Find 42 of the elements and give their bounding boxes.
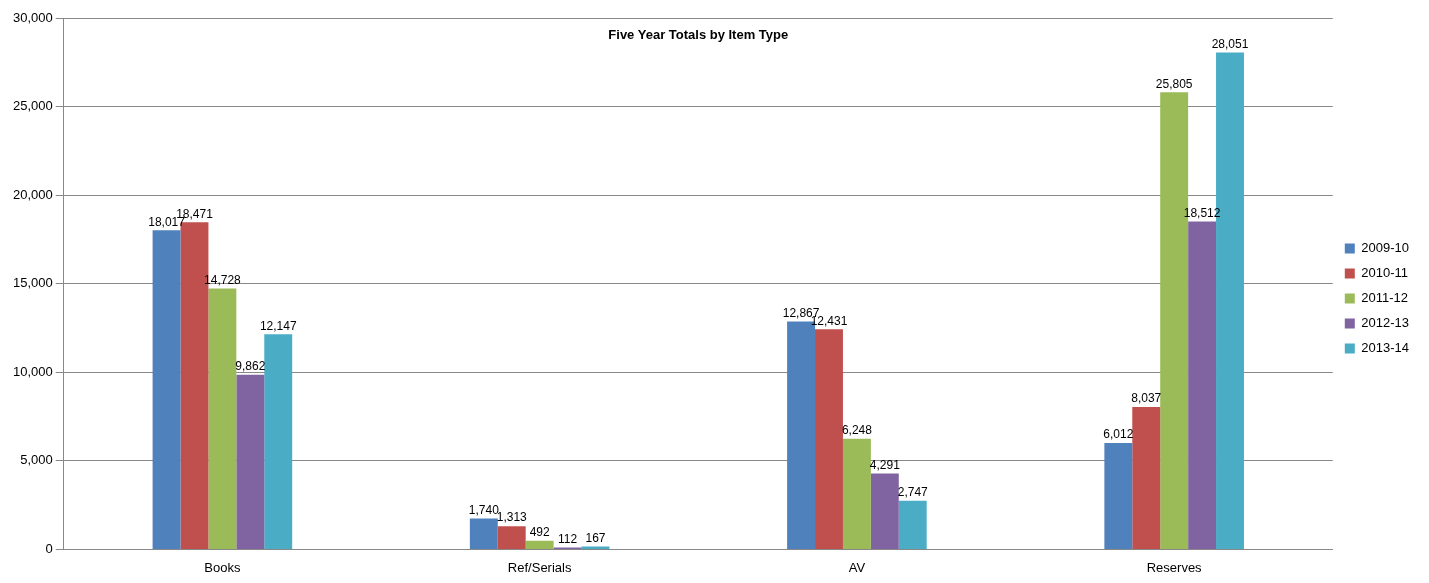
legend-label: 2012-13: [1361, 315, 1410, 331]
x-tick-label: AV: [848, 559, 866, 575]
data-label: 6,012: [1103, 427, 1134, 442]
bar: [469, 518, 498, 549]
legend-label: 2009-10: [1361, 240, 1410, 256]
text: Five Year Totals by Item Type: [608, 26, 789, 42]
y-tick-label: 5,000: [20, 452, 53, 468]
bar: [525, 540, 554, 549]
legend-label: 2010-11: [1361, 265, 1409, 281]
x-tick-label: Ref/Serials: [507, 559, 572, 575]
legend-label: 2011-12: [1361, 290, 1409, 306]
data-label: 25,805: [1155, 76, 1193, 91]
data-label: 492: [529, 525, 550, 539]
bar: [264, 334, 293, 549]
y-tick-label: 25,000: [13, 98, 53, 114]
y-tick-label: 0: [45, 540, 53, 556]
data-label: 8,037: [1131, 391, 1162, 406]
y-tick-label: 10,000: [13, 363, 53, 379]
x-tick-label: Books: [204, 559, 241, 575]
bar: [1104, 442, 1133, 549]
bar: [898, 500, 927, 549]
legend-label: 2013-14: [1361, 340, 1410, 356]
data-label: 9,862: [235, 359, 266, 374]
bar: [1188, 221, 1217, 549]
bar: [581, 546, 610, 549]
bar: [815, 329, 843, 549]
bar: [870, 473, 899, 549]
x-tick-label: Reserves: [1146, 559, 1203, 575]
y-tick-label: 30,000: [13, 9, 53, 25]
bar: [208, 288, 237, 549]
y-tick-label: 20,000: [13, 186, 53, 202]
bar: [842, 438, 871, 549]
data-label: 28,051: [1211, 36, 1249, 51]
data-label: 2,747: [897, 485, 929, 500]
bar: [236, 374, 265, 549]
bar: [152, 230, 181, 549]
data-label: 112: [558, 531, 578, 546]
data-label: 167: [585, 530, 606, 545]
y-tick-label: 15,000: [13, 275, 53, 291]
data-label: 12,147: [259, 318, 297, 333]
bar: [497, 526, 526, 549]
bar: [1132, 407, 1161, 549]
